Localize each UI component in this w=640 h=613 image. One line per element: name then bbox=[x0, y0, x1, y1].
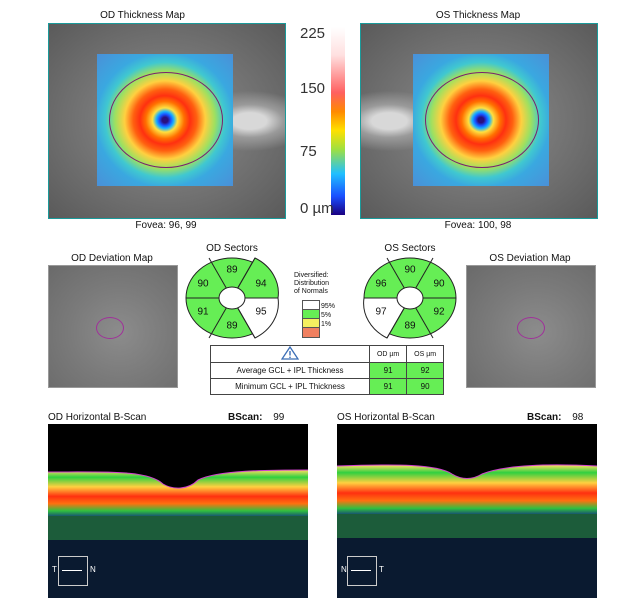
od-deviation-ring bbox=[96, 317, 124, 339]
od-sectors-chart: 89 94 95 89 91 90 bbox=[184, 256, 280, 340]
od-deviation-title: OD Deviation Map bbox=[48, 253, 176, 264]
os-orientation-left: N bbox=[341, 565, 347, 574]
os-deviation-title: OS Deviation Map bbox=[466, 253, 594, 264]
od-sector-superotemporal: 90 bbox=[197, 279, 209, 290]
table-row-average-label: Average GCL + IPL Thickness bbox=[211, 363, 370, 379]
legend-label-1: 1% bbox=[321, 321, 331, 328]
os-orientation-box bbox=[347, 556, 377, 586]
os-thickness-title: OS Thickness Map bbox=[360, 10, 596, 21]
os-bscan-image: N T bbox=[337, 424, 597, 598]
scale-label-225: 225 bbox=[300, 25, 325, 42]
scale-label-75: 75 bbox=[300, 143, 317, 160]
os-bscan-value: 98 bbox=[572, 412, 583, 423]
os-orientation-right: T bbox=[379, 565, 384, 574]
od-bscan-title: OD Horizontal B-Scan bbox=[48, 412, 146, 423]
legend-title-line1: Diversified: bbox=[294, 272, 358, 280]
od-bscan-label: BScan: bbox=[228, 412, 262, 423]
os-bscan-label: BScan: bbox=[527, 412, 561, 423]
os-sectors-chart: 90 90 92 89 97 96 bbox=[362, 256, 458, 340]
os-sector-inferonasal: 97 bbox=[375, 307, 387, 318]
os-sectors-title: OS Sectors bbox=[362, 243, 458, 254]
scale-label-0: 0 µm bbox=[300, 200, 334, 217]
od-orientation-arrow bbox=[62, 570, 82, 571]
os-sector-superotemporal: 90 bbox=[433, 279, 445, 290]
os-thickness-map bbox=[360, 23, 598, 219]
os-sector-inferior: 89 bbox=[404, 321, 416, 332]
od-sector-superior: 89 bbox=[226, 265, 238, 276]
od-sectors-title: OD Sectors bbox=[184, 243, 280, 254]
os-deviation-ring bbox=[517, 317, 545, 339]
od-bscan-image: T N bbox=[48, 424, 308, 598]
od-bscan-value: 99 bbox=[273, 412, 284, 423]
normals-legend-title: Diversified: Distribution of Normals bbox=[294, 272, 358, 296]
os-ellipse-ring bbox=[425, 72, 539, 168]
od-orientation-left: T bbox=[52, 565, 57, 574]
os-sector-superonasal: 96 bbox=[375, 279, 387, 290]
legend-title-line2: Distribution bbox=[294, 280, 358, 288]
os-orientation-arrow bbox=[351, 570, 371, 571]
table-row-average-od: 91 bbox=[370, 363, 407, 379]
od-fovea-caption: Fovea: 96, 99 bbox=[48, 220, 284, 231]
thickness-color-scale bbox=[331, 27, 345, 215]
table-header-os: OS µm bbox=[407, 346, 444, 363]
thickness-table: OD µm OS µm Average GCL + IPL Thickness … bbox=[210, 345, 444, 395]
od-thickness-map bbox=[48, 23, 286, 219]
os-sector-inferotemporal: 92 bbox=[433, 307, 445, 318]
legend-title-line3: of Normals bbox=[294, 288, 358, 296]
od-sector-superonasal: 94 bbox=[255, 279, 267, 290]
legend-label-95: 95% bbox=[321, 303, 335, 310]
od-orientation-right: N bbox=[90, 565, 96, 574]
os-fovea-caption: Fovea: 100, 98 bbox=[360, 220, 596, 231]
od-deviation-map bbox=[48, 265, 178, 388]
table-warning-cell bbox=[211, 346, 370, 363]
os-bscan-title: OS Horizontal B-Scan bbox=[337, 412, 435, 423]
legend-label-5: 5% bbox=[321, 312, 331, 319]
os-deviation-map bbox=[466, 265, 596, 388]
od-thickness-title: OD Thickness Map bbox=[48, 10, 237, 21]
table-row-minimum-od: 91 bbox=[370, 379, 407, 395]
warning-triangle-icon bbox=[281, 346, 299, 360]
od-sector-inferonasal: 95 bbox=[255, 307, 267, 318]
od-bscan-number: BScan: 99 bbox=[228, 412, 284, 423]
od-ellipse-ring bbox=[109, 72, 223, 168]
table-row-average-os: 92 bbox=[407, 363, 444, 379]
od-sector-inferior: 89 bbox=[226, 321, 238, 332]
od-orientation-box bbox=[58, 556, 88, 586]
table-header-od: OD µm bbox=[370, 346, 407, 363]
scale-label-150: 150 bbox=[300, 80, 325, 97]
os-sector-superior: 90 bbox=[404, 265, 416, 276]
os-bscan-number: BScan: 98 bbox=[527, 412, 583, 423]
table-row-minimum-os: 90 bbox=[407, 379, 444, 395]
od-sector-inferotemporal: 91 bbox=[197, 307, 209, 318]
table-row-minimum-label: Minimum GCL + IPL Thickness bbox=[211, 379, 370, 395]
legend-swatch-below-1 bbox=[302, 327, 320, 338]
